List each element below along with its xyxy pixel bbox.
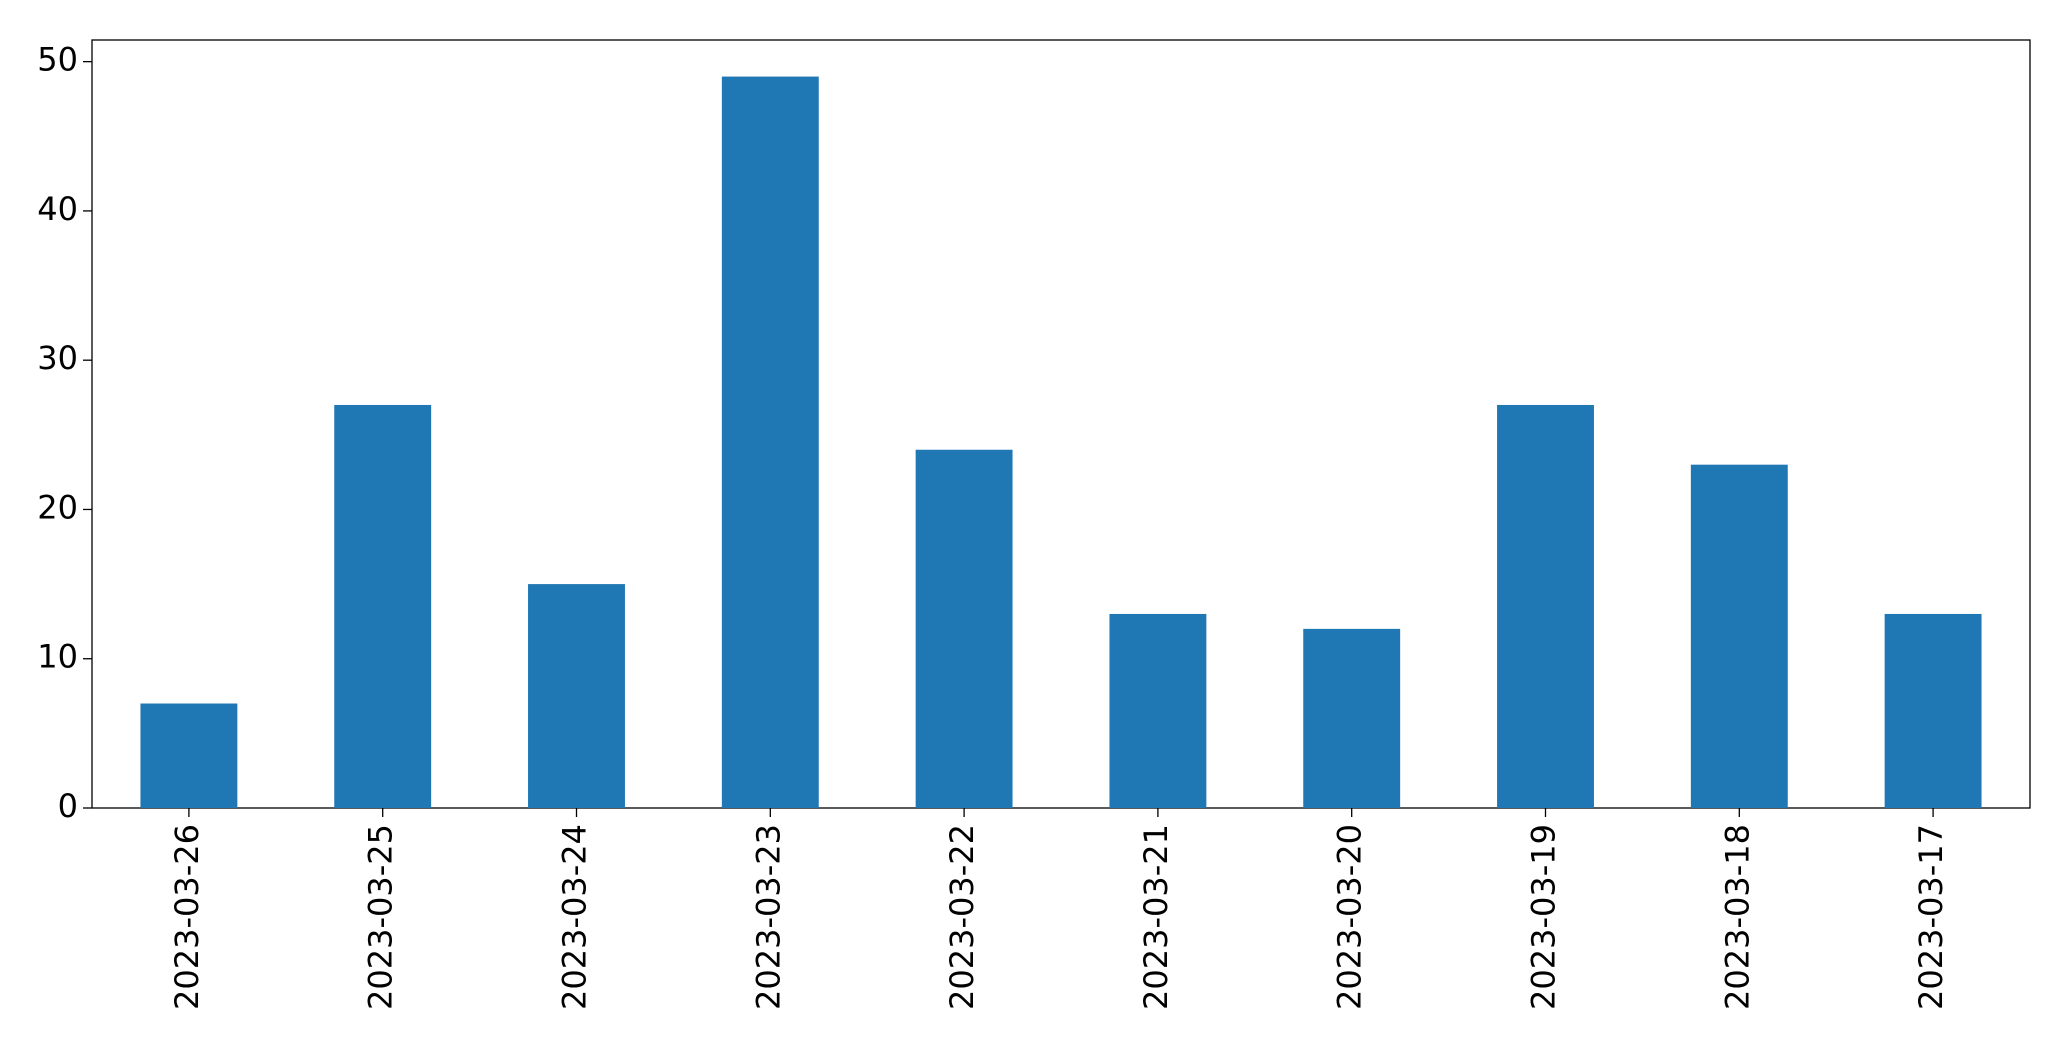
plot-frame bbox=[91, 39, 2031, 809]
bar bbox=[1690, 464, 1788, 808]
y-tick-label: 20 bbox=[37, 488, 78, 526]
bar bbox=[1109, 613, 1207, 808]
bar bbox=[528, 584, 625, 808]
y-tick-label: 10 bbox=[37, 638, 78, 676]
bar bbox=[140, 703, 238, 808]
y-tick-label: 50 bbox=[37, 41, 78, 79]
bar bbox=[1884, 613, 1982, 808]
x-tick-label: 2023-03-24 bbox=[556, 824, 594, 1010]
y-tick-label: 30 bbox=[37, 339, 78, 377]
bar bbox=[1497, 404, 1594, 808]
bar bbox=[915, 449, 1013, 808]
x-tick-label: 2023-03-17 bbox=[1912, 824, 1950, 1010]
bar bbox=[1303, 628, 1401, 808]
x-tick-label: 2023-03-21 bbox=[1137, 824, 1175, 1010]
x-tick-label: 2023-03-25 bbox=[362, 824, 400, 1010]
x-tick-label: 2023-03-19 bbox=[1525, 824, 1563, 1010]
bar bbox=[721, 76, 819, 809]
x-tick-label: 2023-03-18 bbox=[1718, 824, 1756, 1010]
y-tick-label: 0 bbox=[58, 787, 78, 825]
y-tick-label: 40 bbox=[37, 190, 78, 228]
x-tick-label: 2023-03-23 bbox=[749, 824, 787, 1010]
x-tick-label: 2023-03-20 bbox=[1331, 824, 1369, 1010]
bar bbox=[334, 404, 432, 808]
x-tick-label: 2023-03-26 bbox=[168, 824, 206, 1010]
x-tick-label: 2023-03-22 bbox=[943, 824, 981, 1010]
